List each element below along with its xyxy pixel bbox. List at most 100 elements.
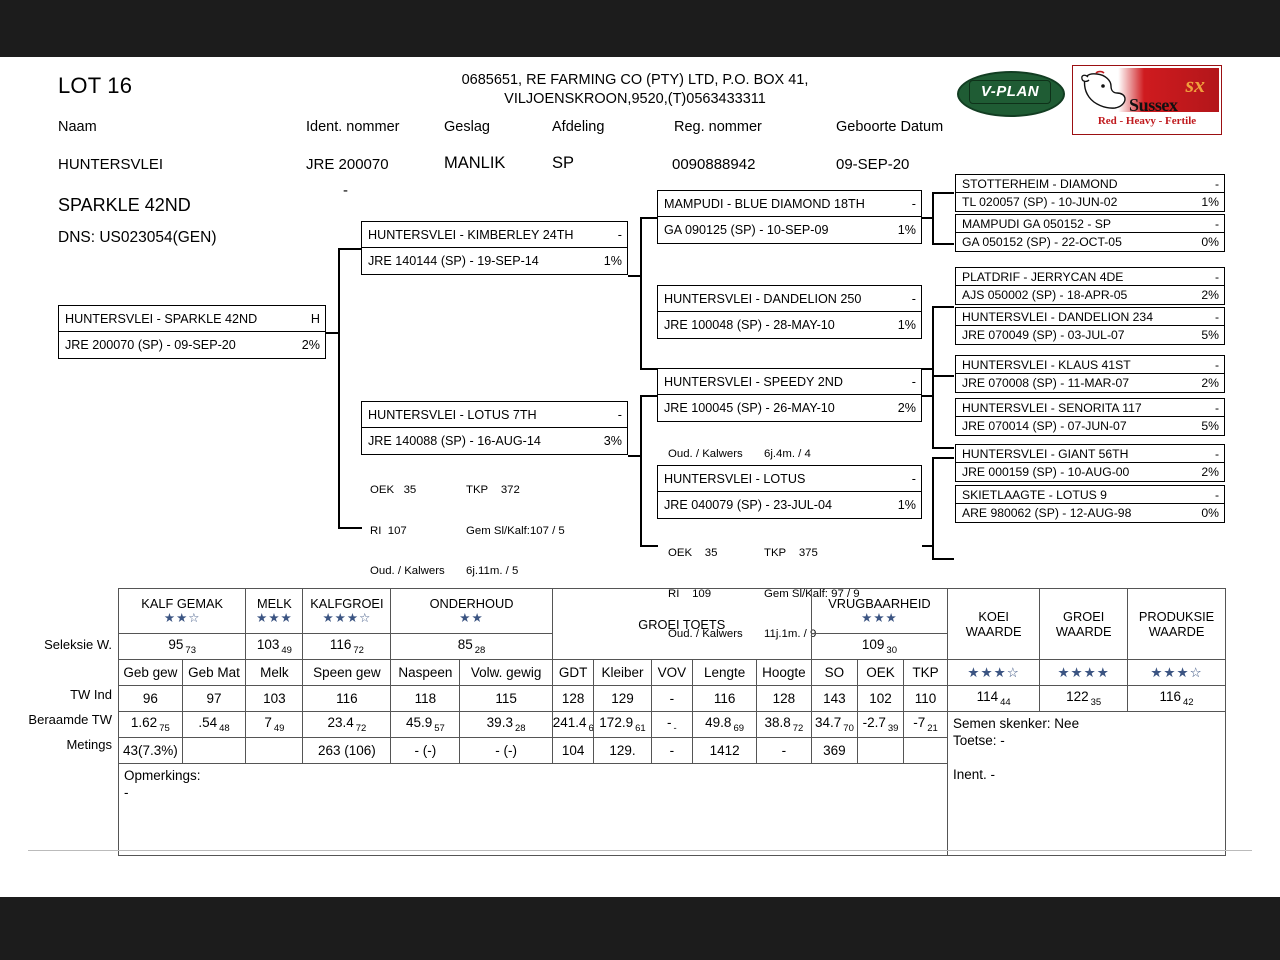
label-reg: Reg. nommer (674, 119, 762, 135)
g3-2-line2: AJS 050002 (SP) - 18-APR-05 2% (956, 286, 1224, 304)
group-kalfgroei: KALFGROEI ★★★☆ (302, 588, 392, 634)
vplan-logo: V-PLAN (957, 69, 1065, 117)
value-groei-waarde-acc: 35 (1090, 696, 1102, 708)
index-melk-acc: 49 (281, 644, 292, 656)
g3-7-pct: 0% (1201, 506, 1219, 520)
pedigree-box-g3-0[interactable]: STOTTERHEIM - DIAMOND - TL 020057 (SP) - … (955, 174, 1225, 212)
pedigree-box-g3-3[interactable]: HUNTERSVLEI - DANDELION 234 - JRE 070049 … (955, 307, 1225, 345)
col-gdt: GDT (551, 659, 595, 686)
col-hoogte: Hoogte (755, 659, 812, 686)
g3-6-id: JRE 000159 (SP) - 10-AUG-00 (962, 465, 1130, 479)
g3-1-line2: GA 050152 (SP) - 22-OCT-05 0% (956, 233, 1224, 251)
g3-4-name: HUNTERSVLEI - KLAUS 41ST (962, 357, 1131, 372)
g3-1-flag: - (1214, 216, 1219, 231)
pedigree-dam-name: HUNTERSVLEI - LOTUS 7TH (368, 407, 537, 422)
connector (932, 457, 954, 459)
pedigree-self-id: JRE 200070 (SP) - 09-SEP-20 (65, 338, 236, 352)
metings-speen-gew: 263 (106) (302, 737, 392, 764)
pedigree-box-sire-dam[interactable]: HUNTERSVLEI - DANDELION 250 - JRE 100048… (657, 285, 922, 339)
dam-ri-label: RI (370, 524, 382, 537)
pedigree-box-dam-sire[interactable]: HUNTERSVLEI - SPEEDY 2ND - JRE 100045 (S… (657, 368, 922, 422)
group-melk: MELK ★★★ (245, 588, 304, 634)
g3-1-line1: MAMPUDI GA 050152 - SP - (956, 215, 1224, 233)
metings-oek (856, 737, 905, 764)
group-melk-label: MELK (256, 596, 292, 611)
inent-text: Inent. - (953, 767, 996, 782)
pedigree-box-sire[interactable]: HUNTERSVLEI - KIMBERLEY 24TH - JRE 14014… (361, 221, 628, 275)
pedigree-box-dam[interactable]: HUNTERSVLEI - LOTUS 7TH - JRE 140088 (SP… (361, 401, 628, 455)
beraamde-oek: -2.7 39 (856, 711, 905, 738)
pedigree-dam-line1: HUNTERSVLEI - LOTUS 7TH - (362, 402, 627, 428)
tw-ind-naspeen: 118 (390, 685, 461, 712)
g3-3-line2: JRE 070049 (SP) - 03-JUL-07 5% (956, 326, 1224, 344)
connector (932, 243, 954, 245)
g3-6-pct: 2% (1201, 465, 1219, 479)
table-metings-row: 43(7.3%) 263 (106) - (-) - (-) 104 129. … (118, 737, 1226, 764)
connector (628, 275, 642, 277)
col-geb-mat: Geb Mat (181, 659, 247, 686)
value-ident: JRE 200070 (306, 156, 389, 173)
g3-7-name: SKIETLAAGTE - LOTUS 9 (962, 487, 1107, 502)
pedigree-self-flag: H (310, 311, 320, 326)
g3-3-flag: - (1214, 309, 1219, 324)
sd-oud-label: Oud. / Kalwers (668, 448, 743, 460)
tw-ind-geb-mat: 97 (181, 685, 247, 712)
certificate-page: LOT 16 0685651, RE FARMING CO (PTY) LTD,… (0, 57, 1280, 897)
g3-2-line1: PLATDRIF - JERRYCAN 4DE - (956, 268, 1224, 286)
index-onderhoud-value: 85 (457, 637, 473, 653)
value-reg: 0090888942 (672, 156, 756, 173)
pedigree-box-g3-5[interactable]: HUNTERSVLEI - SENORITA 117 - JRE 070014 (… (955, 398, 1225, 436)
metings-geb-gew: 43(7.3%) (118, 737, 183, 764)
group-koei-waarde-line1: KOEI (978, 609, 1009, 624)
pedigree-box-g3-7[interactable]: SKIETLAAGTE - LOTUS 9 - ARE 980062 (SP) -… (955, 485, 1225, 523)
g3-5-id: JRE 070014 (SP) - 07-JUN-07 (962, 419, 1127, 433)
pedigree-box-g3-1[interactable]: MAMPUDI GA 050152 - SP - GA 050152 (SP) -… (955, 214, 1225, 252)
g3-6-name: HUNTERSVLEI - GIANT 56TH (962, 446, 1129, 461)
stray-dash: - (343, 182, 348, 199)
pedigree-box-sire-sire[interactable]: MAMPUDI - BLUE DIAMOND 18TH - GA 090125 … (657, 190, 922, 244)
pedigree-sire-sire-line1: MAMPUDI - BLUE DIAMOND 18TH - (658, 191, 921, 217)
subject-name: SPARKLE 42ND (58, 195, 191, 215)
connector (932, 306, 934, 376)
pedigree-box-self[interactable]: HUNTERSVLEI - SPARKLE 42ND H JRE 200070 … (58, 305, 326, 359)
table-tw-ind-row: 96 97 103 116 118 115 128 129 - 116 128 … (118, 685, 1226, 712)
pedigree-dam-flag: - (617, 407, 622, 422)
pedigree-sire-sire-pct: 1% (897, 223, 916, 237)
g3-0-line2: TL 020057 (SP) - 10-JUN-02 1% (956, 193, 1224, 211)
pedigree-dam-sire-pct: 2% (897, 401, 916, 415)
pedigree-sire-dam-pct: 1% (897, 318, 916, 332)
pedigree-box-g3-4[interactable]: HUNTERSVLEI - KLAUS 41ST - JRE 070008 (SP… (955, 355, 1225, 393)
pedigree-sire-line1: HUNTERSVLEI - KIMBERLEY 24TH - (362, 222, 627, 248)
label-ident: Ident. nommer (306, 119, 400, 135)
sussex-wordmark: Sussex (1129, 95, 1178, 115)
pedigree-box-dam-dam[interactable]: HUNTERSVLEI - LOTUS - JRE 040079 (SP) - … (657, 465, 922, 519)
subject-dns: DNS: US023054(GEN) (58, 229, 217, 246)
group-onderhoud-label: ONDERHOUD (429, 596, 514, 611)
value-geslag: MANLIK (444, 154, 506, 172)
group-groei-toets-label: GROEI TOETS (638, 616, 726, 632)
value-koei-waarde: 114 44 (947, 685, 1041, 712)
col-lengte: Lengte (692, 659, 757, 686)
tw-ind-melk: 103 (245, 685, 304, 712)
beraamde-so: 34.7 70 (810, 711, 858, 738)
tw-ind-oek: 102 (856, 685, 905, 712)
connector (932, 447, 954, 449)
pedigree-sire-dam-name: HUNTERSVLEI - DANDELION 250 (664, 291, 862, 306)
g3-2-id: AJS 050002 (SP) - 18-APR-05 (962, 288, 1128, 302)
tw-ind-tkp: 110 (903, 685, 949, 712)
row-label-seleksie: Seleksie W. (44, 637, 112, 652)
group-groei-waarde-line1: GROEI (1063, 609, 1105, 624)
group-produksie-waarde-line1: PRODUKSIE (1138, 609, 1215, 624)
pedigree-box-g3-6[interactable]: HUNTERSVLEI - GIANT 56TH - JRE 000159 (SP… (955, 444, 1225, 482)
pedigree-tree: HUNTERSVLEI - SPARKLE 42ND H JRE 200070 … (0, 57, 1280, 640)
g3-3-line1: HUNTERSVLEI - DANDELION 234 - (956, 308, 1224, 326)
g3-4-line1: HUNTERSVLEI - KLAUS 41ST - (956, 356, 1224, 374)
dam-tkp-value: 372 (500, 484, 520, 496)
bull-head-icon (1081, 70, 1126, 109)
pedigree-box-g3-2[interactable]: PLATDRIF - JERRYCAN 4DE - AJS 050002 (SP)… (955, 267, 1225, 305)
pedigree-dam-dam-id: JRE 040079 (SP) - 23-JUL-04 (664, 498, 832, 512)
pedigree-dam-pct: 3% (603, 434, 622, 448)
g3-0-name: STOTTERHEIM - DIAMOND (962, 176, 1118, 191)
metings-kleiber: 129. (593, 737, 652, 764)
group-melk-stars: ★★★ (256, 611, 293, 625)
